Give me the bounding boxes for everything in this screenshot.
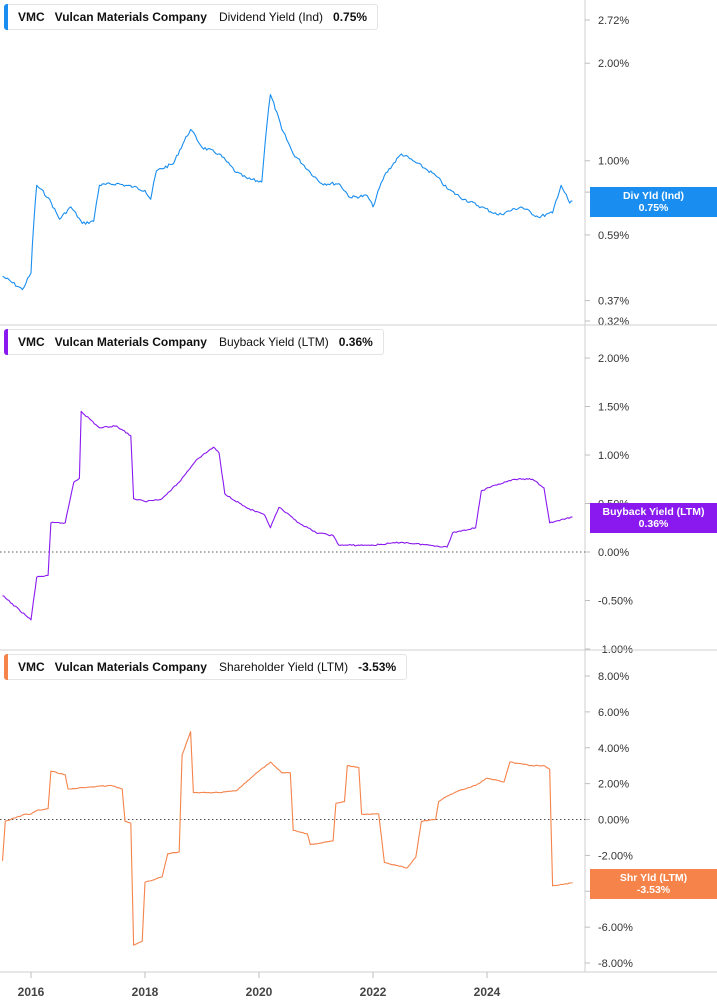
y-tick-label: 1.00%: [598, 450, 629, 462]
legend-ticker: VMC: [18, 335, 45, 349]
legend-ticker: VMC: [18, 660, 45, 674]
series-line-shareholder: [1, 731, 573, 946]
x-tick-label: 2020: [246, 985, 273, 999]
y-tick-label: -6.00%: [598, 922, 633, 934]
legend-company: Vulcan Materials Company: [54, 335, 207, 349]
legend-buyback-yield: VMC Vulcan Materials Company Buyback Yie…: [4, 329, 384, 355]
y-tick-label: -0.50%: [598, 596, 633, 608]
y-tick-label: 1.00%: [598, 156, 629, 168]
current-value-flag-buyback: Buyback Yield (LTM) 0.36%: [590, 503, 717, 533]
y-tick-label: -8.00%: [598, 958, 633, 970]
legend-shareholder-yield: VMC Vulcan Materials Company Shareholder…: [4, 654, 408, 680]
flag-value: 0.36%: [638, 518, 669, 530]
y-tick-label: 0.59%: [598, 230, 629, 242]
legend-accent-shareholder: [4, 654, 8, 680]
y-tick-label: 0.37%: [598, 296, 629, 308]
y-tick-label: 1.50%: [598, 402, 629, 414]
legend-dividend-yield: VMC Vulcan Materials Company Dividend Yi…: [4, 4, 379, 30]
flag-value: -3.53%: [636, 884, 671, 896]
flag-label: Div Yld (Ind): [622, 190, 685, 202]
legend-value: 0.75%: [333, 10, 368, 24]
x-tick-label: 2022: [360, 985, 387, 999]
x-tick-label: 2018: [132, 985, 159, 999]
y-tick-label: 0.32%: [598, 316, 629, 328]
flag-label: Shr Yld (LTM): [619, 872, 688, 884]
y-tick-label: 4.00%: [598, 743, 629, 755]
legend-accent-buyback: [4, 329, 8, 355]
legend-value: -3.53%: [358, 660, 397, 674]
legend-company: Vulcan Materials Company: [54, 10, 207, 24]
series-line-dividend: [2, 94, 573, 291]
y-tick-label: 8.00%: [598, 671, 629, 683]
y-tick-label: -2.00%: [598, 850, 633, 862]
y-tick-label: 0.00%: [598, 547, 629, 559]
current-value-flag-shareholder: Shr Yld (LTM) -3.53%: [590, 869, 717, 899]
y-tick-label: 2.00%: [598, 58, 629, 70]
y-tick-label: 2.00%: [598, 353, 629, 365]
current-value-flag-dividend: Div Yld (Ind) 0.75%: [590, 187, 717, 217]
x-tick-label: 2016: [18, 985, 45, 999]
legend-company: Vulcan Materials Company: [54, 660, 207, 674]
flag-value: 0.75%: [638, 202, 669, 214]
x-tick-label: 2024: [474, 985, 501, 999]
flag-label: Buyback Yield (LTM): [602, 506, 705, 518]
legend-accent-dividend: [4, 4, 8, 30]
y-tick-label: 0.00%: [598, 815, 629, 827]
legend-ticker: VMC: [18, 10, 45, 24]
legend-metric: Buyback Yield (LTM): [218, 335, 329, 349]
legend-metric: Shareholder Yield (LTM): [218, 660, 349, 674]
series-line-buyback: [2, 410, 573, 621]
y-tick-label: 6.00%: [598, 707, 629, 719]
legend-value: 0.36%: [338, 335, 373, 349]
y-tick-label: 2.00%: [598, 779, 629, 791]
y-tick-label: 2.72%: [598, 15, 629, 27]
legend-metric: Dividend Yield (Ind): [218, 10, 324, 24]
